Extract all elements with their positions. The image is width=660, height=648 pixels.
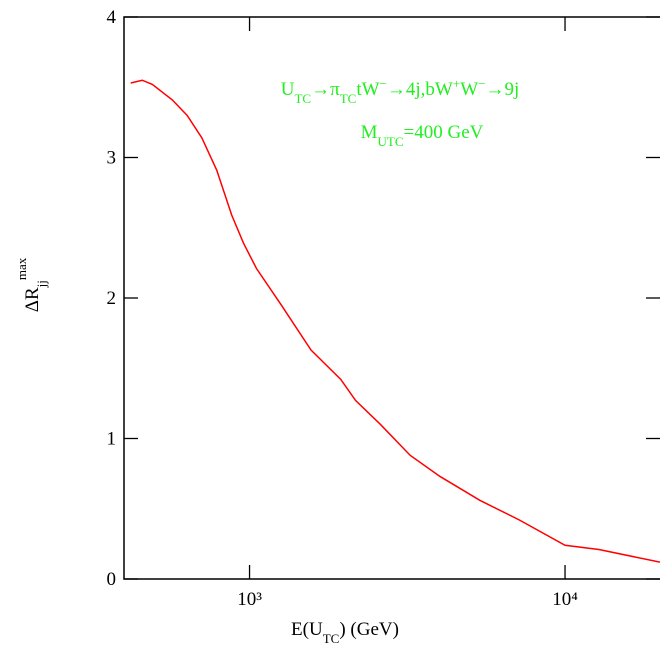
annotation: MUTC=400 GeV [361, 122, 484, 149]
annotation: UTC→πTCtW−→4j,bW+W−→9j [281, 76, 520, 106]
label-part: ΔR [22, 287, 43, 312]
label-part: →π [311, 79, 340, 100]
label-part: →9j [485, 79, 519, 100]
x-tick-label: 10³ [237, 589, 262, 610]
y-axis-label: ΔRjjmax [14, 257, 49, 312]
label-part: UTC [378, 134, 404, 149]
x-axis-label: E(UTC) (GeV) [291, 619, 399, 643]
label-part: W [460, 79, 478, 100]
x-tick-label: 10⁴ [552, 589, 578, 610]
label-part: max [14, 257, 29, 280]
label-part: TC [323, 631, 340, 644]
label-part: →4j,bW [387, 79, 453, 100]
y-tick-label: 3 [107, 148, 117, 169]
label-part: ) (GeV) [339, 619, 399, 640]
label-part: U [281, 79, 295, 100]
label-part: =400 GeV [404, 122, 484, 143]
line-series [130, 79, 660, 563]
label-part: − [380, 76, 387, 91]
label-part: tW [356, 79, 379, 100]
y-tick-label: 1 [107, 429, 117, 450]
label-part: jj [34, 280, 49, 288]
y-tick-label: 2 [107, 288, 117, 309]
plot-frame [123, 16, 660, 580]
label-part: TC [340, 91, 357, 106]
label-part: E(U [291, 619, 323, 640]
y-tick-label: 4 [107, 7, 117, 28]
y-tick-label: 0 [107, 569, 117, 590]
label-part: + [453, 76, 460, 91]
label-part: − [478, 76, 485, 91]
label-part: M [361, 122, 378, 143]
label-part: TC [294, 91, 311, 106]
